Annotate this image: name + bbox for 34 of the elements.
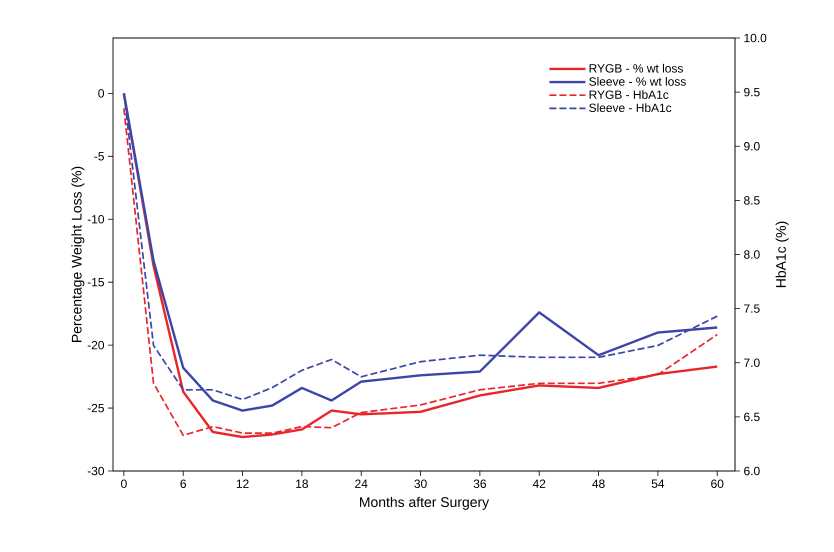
x-tick-label: 0 <box>121 480 127 488</box>
y2-tick-label: 9.0 <box>744 142 760 150</box>
y-tick-label: 0 <box>98 89 104 98</box>
legend-label: Sleeve - % wt loss <box>589 76 686 86</box>
y2-tick-label: 8.0 <box>744 250 760 259</box>
y-tick-label: -10 <box>88 215 104 224</box>
x-tick-label: 42 <box>532 480 546 488</box>
x-tick-label: 30 <box>414 480 427 488</box>
x-axis-title: Months after Surgery <box>360 496 490 510</box>
y2-tick-label: 6.5 <box>744 412 760 422</box>
y2-tick-label: 9.5 <box>744 88 760 96</box>
y-tick-label: -5 <box>94 152 104 160</box>
y2-tick-label: 8.5 <box>744 196 760 205</box>
y2-tick-label: 7.0 <box>744 358 760 367</box>
y2-tick-label: 6.0 <box>744 466 760 476</box>
x-tick-label: 36 <box>474 480 486 488</box>
x-tick-label: 24 <box>355 480 368 488</box>
x-tick-label: 60 <box>711 480 724 488</box>
y-axis-title: Percentage Weight Loss (%) <box>71 166 84 342</box>
y-tick-label: -25 <box>88 404 104 412</box>
y-tick-label: -20 <box>88 340 104 350</box>
y-tick-label: -15 <box>88 278 104 286</box>
x-tick-label: 12 <box>236 480 249 488</box>
y2-axis-title: HbA1c (%) <box>776 222 789 288</box>
y-tick-label: -30 <box>88 466 104 476</box>
x-tick-label: 18 <box>296 480 308 488</box>
legend-label: RYGB - % wt loss <box>590 64 683 73</box>
legend-label: RYGB - HbA1c <box>590 90 668 99</box>
x-tick-label: 48 <box>592 480 605 488</box>
y2-tick-label: 10.0 <box>744 34 766 42</box>
y2-tick-label: 7.5 <box>744 304 760 313</box>
legend-label: Sleeve - HbA1c <box>589 103 672 112</box>
x-tick-label: 54 <box>652 480 664 488</box>
x-tick-label: 6 <box>180 480 186 488</box>
